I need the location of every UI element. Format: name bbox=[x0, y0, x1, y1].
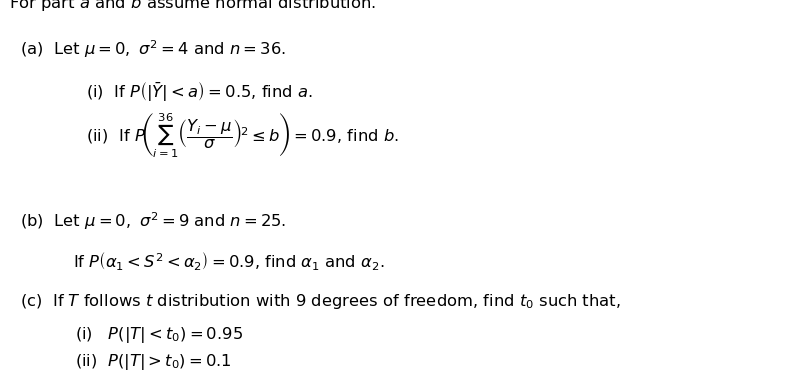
Text: (b)  Let $\mu = 0,\ \sigma^2 = 9$ and $n = 25$.: (b) Let $\mu = 0,\ \sigma^2 = 9$ and $n … bbox=[20, 211, 286, 232]
Text: (ii)  If $P\!\left(\sum_{i=1}^{36}\left(\dfrac{Y_i - \mu}{\sigma}\right)^{\!2} \: (ii) If $P\!\left(\sum_{i=1}^{36}\left(\… bbox=[86, 111, 400, 160]
Text: (c)  If $T$ follows $t$ distribution with 9 degrees of freedom, find $t_0$ such : (c) If $T$ follows $t$ distribution with… bbox=[20, 292, 620, 311]
Text: (i)  If $P\left(|\bar{Y}| < a\right) = 0.5$, find $a$.: (i) If $P\left(|\bar{Y}| < a\right) = 0.… bbox=[86, 81, 313, 104]
Text: (a)  Let $\mu = 0,\ \sigma^2 = 4$ and $n = 36$.: (a) Let $\mu = 0,\ \sigma^2 = 4$ and $n … bbox=[20, 38, 286, 60]
Text: For part $a$ and $b$ assume normal distribution.: For part $a$ and $b$ assume normal distr… bbox=[9, 0, 377, 13]
Text: (ii)  $P\left(|T| > t_0\right) = 0.1$: (ii) $P\left(|T| > t_0\right) = 0.1$ bbox=[75, 352, 232, 372]
Text: (i)   $P\left(|T| < t_0\right) = 0.95$: (i) $P\left(|T| < t_0\right) = 0.95$ bbox=[75, 325, 243, 345]
Text: If $P\left(\alpha_1 < S^2 < \alpha_2\right) = 0.9$, find $\alpha_1$ and $\alpha_: If $P\left(\alpha_1 < S^2 < \alpha_2\rig… bbox=[73, 250, 385, 272]
